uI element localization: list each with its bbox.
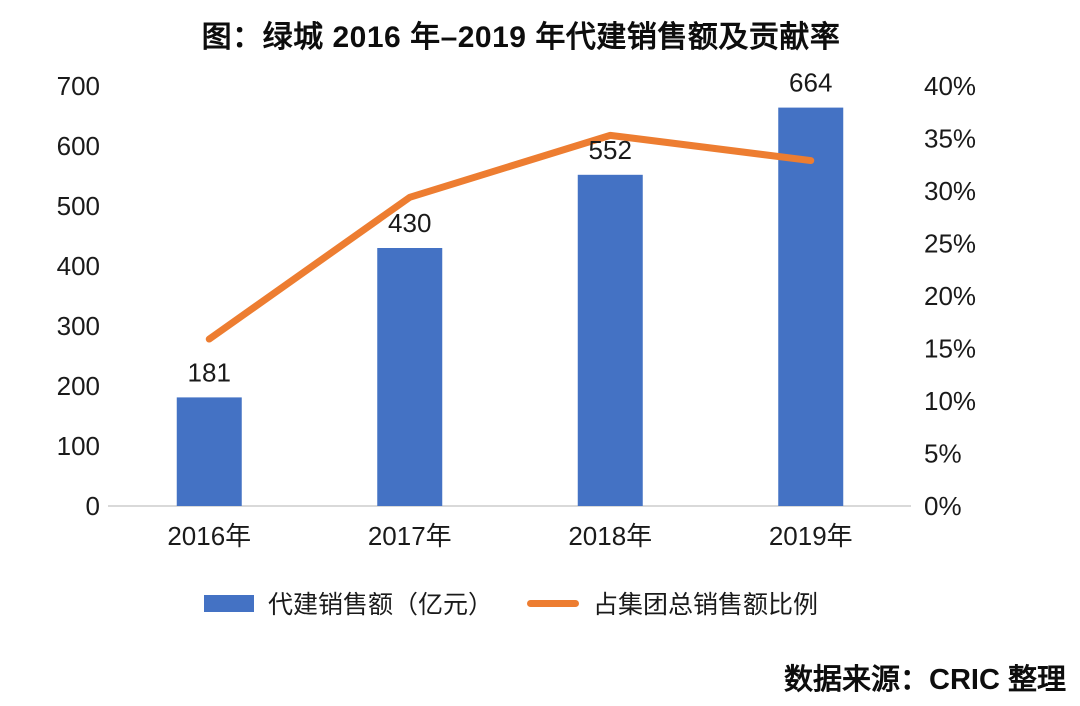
chart-legend: 代建销售额（亿元） 占集团总销售额比例: [0, 585, 1022, 621]
left-axis-tick: 400: [57, 251, 100, 281]
left-axis-tick: 0: [86, 491, 100, 521]
chart-plot: 700 600 500 400 300 200 100 0 40% 35% 30% 25% 20% 15%…: [57, 68, 976, 551]
right-axis-tick: 5%: [924, 439, 962, 469]
legend-label-sales: 代建销售额（亿元）: [267, 591, 493, 619]
chart-title: 图：绿城 2016 年–2019 年代建销售额及贡献率: [201, 21, 841, 54]
x-axis-label: 2019年: [769, 521, 853, 551]
x-axis-label: 2016年: [167, 521, 251, 551]
right-axis-tick: 10%: [924, 386, 976, 416]
bar-data-label: 430: [388, 208, 431, 238]
right-axis-tick: 0%: [924, 491, 962, 521]
left-axis-tick: 300: [57, 311, 100, 341]
line-swatch-icon: [527, 599, 579, 607]
ratio-line: [205, 131, 815, 343]
bar-swatch-icon: [203, 594, 254, 612]
legend-item-sales: 代建销售额（亿元）: [203, 585, 493, 621]
bar-2016年: [176, 397, 242, 506]
left-axis-tick: 200: [57, 371, 100, 401]
right-axis-tick: 35%: [924, 124, 976, 154]
right-axis-tick: 40%: [924, 71, 976, 101]
legend-item-ratio: 占集团总销售额比例: [527, 585, 818, 621]
right-axis-tick: 15%: [924, 334, 976, 364]
data-source: 数据来源：CRIC 整理: [784, 664, 1066, 696]
bar-2017年: [377, 248, 443, 506]
left-axis-tick: 700: [57, 71, 100, 101]
right-axis-tick: 20%: [924, 281, 976, 311]
right-axis-tick: 25%: [924, 229, 976, 259]
bar-data-label: 181: [188, 357, 231, 387]
legend-label-ratio: 占集团总销售额比例: [593, 591, 819, 619]
bar-data-label: 552: [589, 135, 632, 165]
bar-2018年: [577, 174, 643, 507]
left-axis-tick: 500: [57, 191, 100, 221]
bar-data-label: 664: [789, 68, 832, 98]
bar-2019年: [778, 107, 844, 506]
x-axis-label: 2017年: [368, 521, 452, 551]
left-axis-tick: 100: [57, 431, 100, 461]
x-axis-label: 2018年: [568, 521, 652, 551]
left-axis-tick: 600: [57, 131, 100, 161]
right-axis-tick: 30%: [924, 176, 976, 206]
